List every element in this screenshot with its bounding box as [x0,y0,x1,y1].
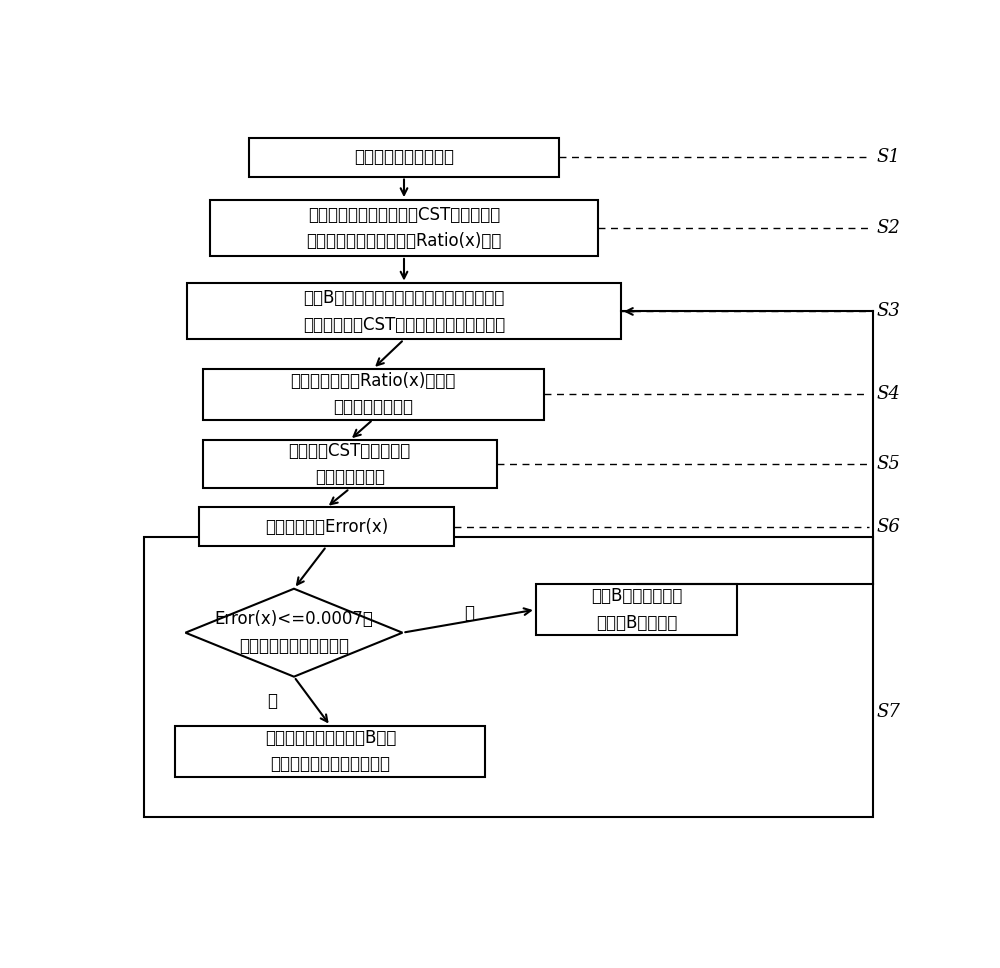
Text: 计算拟合误差Error(x): 计算拟合误差Error(x) [265,518,388,536]
Text: 否: 否 [464,603,474,621]
Bar [202,440,497,489]
Text: 采用形函数拟合Ratio(x)曲线，
计算设计变量的值: 采用形函数拟合Ratio(x)曲线， 计算设计变量的值 [290,372,456,416]
Text: S4: S4 [877,385,901,404]
Text: 输出设计变量的值以及B样条
的节点和阶数，参数化结束: 输出设计变量的值以及B样条 的节点和阶数，参数化结束 [265,729,396,773]
Text: 将预处理后的翼型外形与CST翼型参数化
方法的类函数相除，得到Ratio(x)曲线: 将预处理后的翼型外形与CST翼型参数化 方法的类函数相除，得到Ratio(x)曲… [306,206,502,250]
Text: 增加B样条的阶数，
并调整B样条节点: 增加B样条的阶数， 并调整B样条节点 [591,588,682,632]
Text: S5: S5 [877,455,901,473]
Text: S6: S6 [877,518,901,536]
Text: S2: S2 [877,219,901,237]
Bar [249,137,559,176]
Bar [144,537,873,817]
Bar [210,200,598,256]
Bar [199,507,454,546]
Text: S1: S1 [877,148,901,166]
Text: 计算改进CST翼型参数化
方法的拟合翼型: 计算改进CST翼型参数化 方法的拟合翼型 [289,442,411,487]
Text: 确定B样条的节点和阶数，并将其基函数的线
性和作为改进CST翼型参数化方法的形函数: 确定B样条的节点和阶数，并将其基函数的线 性和作为改进CST翼型参数化方法的形函… [303,289,505,334]
Text: 是: 是 [267,692,277,711]
Text: S3: S3 [877,302,901,320]
Bar [202,369,544,419]
Bar [536,585,737,635]
Text: 对翼型外形进行预处理: 对翼型外形进行预处理 [354,148,454,166]
Bar [175,726,485,776]
Polygon shape [185,589,402,677]
Bar [187,284,621,340]
Text: Error(x)<=0.0007，
能够精确控制翼型外形？: Error(x)<=0.0007， 能够精确控制翼型外形？ [215,611,373,655]
Text: S7: S7 [877,704,901,721]
